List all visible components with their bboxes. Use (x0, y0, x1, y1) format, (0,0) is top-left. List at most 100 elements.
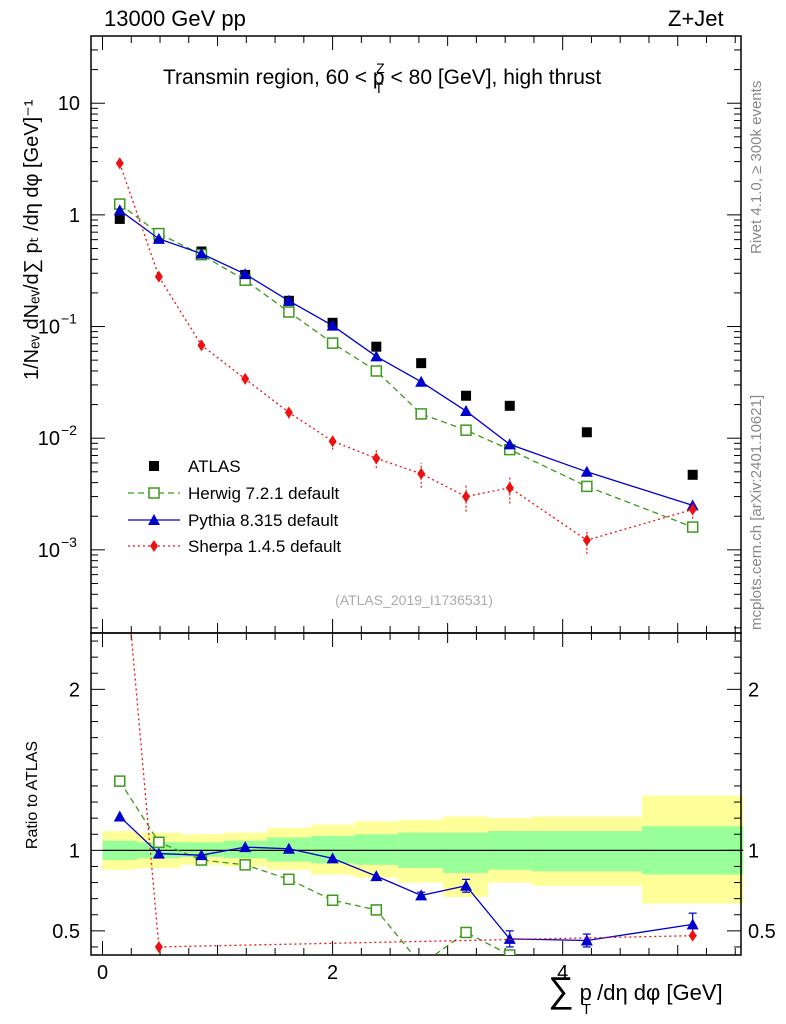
atlas-point (371, 341, 382, 352)
ratio-y-tick-label-right: 1 (748, 840, 759, 862)
ratio-y-tick-label: 2 (69, 679, 80, 701)
ratio-sherpa-point (688, 929, 697, 942)
herwig-point (581, 480, 593, 493)
y-tick-label: 10 (38, 428, 60, 450)
sherpa-point (197, 339, 206, 352)
ratio-band-green (443, 832, 488, 873)
atlas-point (416, 358, 427, 369)
header-left: 13000 GeV pp (104, 6, 246, 31)
main-y-axis-label: 1/Nₑᵥ dNₑᵥ/d∑ pₜ /dη dφ [GeV]⁻¹ (21, 99, 43, 380)
legend-atlas-label: ATLAS (188, 457, 241, 476)
legend-sherpa-marker (150, 540, 158, 552)
legend-sherpa-label: Sherpa 1.4.5 default (188, 537, 341, 556)
ratio-sherpa-point (154, 940, 163, 953)
ratio-herwig-point (239, 859, 251, 871)
pythia-point (326, 319, 339, 331)
sherpa-point (328, 435, 337, 448)
herwig-point (460, 424, 472, 436)
pythia-point (239, 268, 252, 280)
ratio-plot: 0 2 4 0.5 0.5 1 1 2 2 Ratio to ATLAS ∑ p T/dη dφ [Ge… (24, 632, 776, 1018)
pythia-point (152, 232, 165, 244)
x-axis-label: ∑ p T/dη dφ [GeV] (548, 969, 723, 1018)
legend-atlas-marker (149, 461, 159, 471)
ratio-y-tick-label-right: 0.5 (748, 921, 776, 943)
y-tick-label: 10 (38, 317, 60, 339)
pythia-point (580, 465, 593, 477)
sherpa-point (688, 503, 697, 516)
ratio-pythia-point (460, 879, 473, 891)
y-tick-label: 10 (58, 93, 80, 115)
ratio-y-tick-label: 1 (69, 840, 80, 862)
header-right: Z+Jet (668, 6, 724, 31)
ratio-pythia-point (580, 934, 593, 946)
ratio-herwig-point (114, 775, 126, 787)
herwig-point (370, 365, 383, 377)
sherpa-point (115, 157, 124, 170)
atlas-point (687, 469, 698, 480)
pythia-line (119, 209, 693, 507)
ratio-series-group (113, 633, 699, 955)
ratio-herwig-point (460, 926, 472, 939)
herwig-line (119, 203, 693, 528)
ratio-pythia-point (282, 842, 295, 854)
ratio-band-green (531, 831, 643, 872)
ratio-herwig-point (504, 949, 516, 955)
pythia-point (282, 294, 295, 306)
pythia-point (370, 350, 383, 362)
watermark: (ATLAS_2019_I1736531) (335, 592, 493, 608)
sherpa-line (119, 163, 693, 541)
atlas-point (114, 213, 125, 224)
pythia-point (460, 405, 473, 417)
y-tick-label-exp: −3 (61, 534, 77, 550)
legend-pythia-marker (148, 514, 160, 525)
x-tick-label: 0 (97, 962, 108, 984)
ratio-pythia-point (195, 849, 208, 861)
legend-herwig-label: Herwig 7.2.1 default (188, 484, 339, 503)
atlas-point (581, 427, 592, 438)
ratio-herwig-point (283, 873, 295, 886)
y-tick-label-exp: −2 (61, 422, 77, 438)
herwig-point (686, 521, 699, 533)
ratio-frame (90, 632, 742, 956)
herwig-point (283, 306, 295, 318)
ratio-pythia-line (119, 816, 693, 942)
ratio-herwig-line (119, 780, 518, 955)
ratio-herwig-point (370, 904, 383, 916)
herwig-point (326, 337, 339, 349)
ratio-sherpa-line (130, 633, 693, 948)
sherpa-point (284, 406, 293, 419)
sherpa-point (462, 490, 471, 503)
y-tick-label: 1 (69, 205, 80, 227)
y-tick-label: 10 (38, 540, 60, 562)
y-tick-label-exp: −1 (61, 311, 77, 327)
ratio-herwig-point (153, 836, 165, 849)
ratio-pythia-point (503, 932, 516, 944)
ratio-pythia-point (152, 847, 165, 859)
ratio-herwig-point (326, 894, 339, 907)
atlas-point (504, 400, 515, 411)
ratio-y-tick-label: 0.5 (52, 921, 80, 943)
pythia-point (195, 247, 208, 259)
ratio-pythia-point (113, 810, 126, 822)
sherpa-point (417, 467, 426, 480)
pythia-point (113, 204, 126, 216)
atlas-point (461, 390, 472, 401)
sherpa-point (372, 452, 381, 465)
sherpa-point (582, 534, 591, 547)
x-tick-label: 2 (327, 962, 338, 984)
pythia-point (415, 375, 428, 387)
sherpa-point (154, 270, 163, 283)
ratio-y-axis-label: Ratio to ATLAS (24, 741, 41, 849)
pythia-point (503, 438, 516, 450)
sherpa-point (241, 372, 250, 385)
herwig-point (415, 408, 427, 420)
sherpa-point (505, 481, 514, 494)
ratio-pythia-point (326, 852, 339, 864)
ratio-y-tick-label-right: 2 (748, 679, 759, 701)
ratio-band-green (354, 834, 399, 865)
ratio-pythia-point (370, 870, 383, 882)
legend-pythia-label: Pythia 8.315 default (188, 511, 339, 530)
legend-herwig-marker (148, 487, 160, 499)
